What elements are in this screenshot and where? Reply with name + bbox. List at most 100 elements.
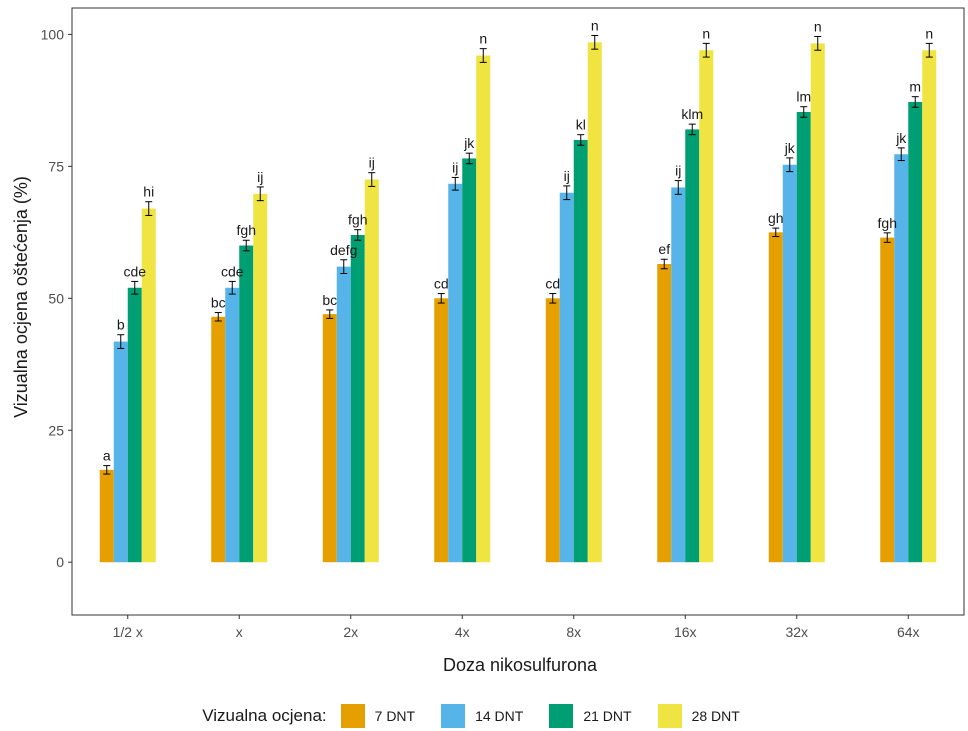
- significance-label: fgh: [348, 212, 367, 228]
- x-tick-label: 16x: [674, 624, 697, 640]
- axes-layer: 0 25 50 75 100 1/2 x x 2x 4x 8x 16x 32x 64x: [41, 7, 965, 640]
- bar: [587, 42, 602, 563]
- significance-label: b: [117, 317, 125, 333]
- bar: [211, 316, 226, 563]
- significance-label: klm: [681, 106, 703, 122]
- legend-label-28-dnt: 28 DNT: [691, 708, 740, 724]
- bar: [239, 245, 254, 563]
- significance-label: cd: [545, 276, 560, 292]
- significance-label: jk: [463, 135, 475, 151]
- bar: [559, 192, 574, 563]
- legend-item-7-dnt: 7 DNT: [340, 704, 416, 728]
- significance-label: n: [702, 25, 710, 41]
- bar: [657, 263, 672, 563]
- significance-label: ij: [564, 168, 570, 184]
- bar: [685, 129, 700, 563]
- bar: [364, 179, 379, 563]
- significance-label: lm: [796, 89, 811, 105]
- legend-item-14-dnt: 14 DNT: [441, 704, 523, 728]
- bar: [322, 314, 337, 563]
- significance-label: cde: [221, 263, 244, 279]
- bars-layer: [99, 42, 937, 563]
- legend-item-21-dnt: 21 DNT: [549, 704, 632, 728]
- significance-label: n: [479, 31, 487, 47]
- significance-label: hi: [143, 184, 154, 200]
- x-tick-label: 8x: [566, 624, 581, 640]
- significance-label: ef: [658, 241, 670, 257]
- bar: [462, 158, 477, 563]
- significance-label: ij: [675, 163, 681, 179]
- bar: [99, 469, 114, 563]
- bar-chart: 0 25 50 75 100 1/2 x x 2x 4x 8x 16x 32x 64x a bc bc cd c…: [11, 7, 965, 675]
- bar: [782, 164, 797, 563]
- significance-label: defg: [330, 242, 357, 258]
- significance-label: bc: [211, 295, 226, 311]
- bar: [127, 287, 142, 563]
- y-tick-label: 25: [48, 422, 64, 438]
- bar: [908, 101, 923, 563]
- x-tick-label: 4x: [455, 624, 470, 640]
- significance-label: ij: [369, 155, 375, 171]
- bar: [141, 208, 156, 563]
- y-tick-label: 50: [48, 290, 64, 306]
- legend-swatch-7-dnt: [340, 704, 365, 728]
- significance-label: jk: [895, 130, 907, 146]
- x-tick-label: 64x: [897, 624, 920, 640]
- x-tick-label: 32x: [785, 624, 808, 640]
- bar: [350, 234, 365, 563]
- bar: [880, 237, 895, 563]
- legend-swatch-14-dnt: [441, 704, 466, 728]
- significance-label: a: [103, 448, 111, 464]
- bar: [922, 50, 937, 563]
- bar: [448, 183, 463, 563]
- significance-label: cde: [123, 263, 146, 279]
- bar: [225, 287, 240, 563]
- legend-item-28-dnt: 28 DNT: [657, 704, 740, 728]
- significance-label: n: [814, 19, 822, 35]
- bar: [796, 111, 811, 563]
- bar: [545, 298, 560, 563]
- y-tick-label: 100: [41, 26, 65, 42]
- x-axis-title: Doza nikosulfurona: [443, 655, 598, 675]
- legend-title: Vizualna ocjena:: [202, 706, 327, 725]
- bar: [434, 298, 449, 563]
- x-tick-label: 1/2 x: [113, 624, 143, 640]
- significance-label: fgh: [878, 215, 897, 231]
- bar: [810, 43, 825, 563]
- legend-label-7-dnt: 7 DNT: [374, 708, 416, 724]
- error-bars-layer: [103, 34, 933, 475]
- bar: [768, 232, 783, 563]
- legend: Vizualna ocjena: 7 DNT 14 DNT 21 DNT 28 …: [0, 704, 968, 728]
- significance-label: gh: [768, 210, 784, 226]
- bar: [671, 187, 686, 563]
- x-tick-label: x: [236, 624, 243, 640]
- plot-panel-border: [71, 7, 965, 616]
- significance-label: ij: [452, 159, 458, 175]
- bar: [113, 341, 128, 563]
- bar: [894, 154, 909, 563]
- bar: [336, 266, 351, 563]
- significance-label: jk: [784, 140, 796, 156]
- x-tick-label: 2x: [343, 624, 358, 640]
- significance-label: n: [925, 25, 933, 41]
- bar: [476, 55, 491, 563]
- legend-swatch-21-dnt: [549, 704, 574, 728]
- bar: [253, 193, 268, 563]
- significance-label: m: [909, 79, 921, 95]
- bar: [573, 139, 588, 563]
- significance-label: ij: [257, 169, 263, 185]
- y-tick-label: 0: [56, 554, 64, 570]
- legend-swatch-28-dnt: [657, 704, 682, 728]
- legend-label-21-dnt: 21 DNT: [583, 708, 632, 724]
- bar: [699, 50, 714, 563]
- significance-label: fgh: [237, 222, 256, 238]
- significance-label: bc: [322, 292, 337, 308]
- significance-label: cd: [434, 276, 449, 292]
- y-axis-title: Vizualna ocjena oštećenja (%): [11, 176, 31, 418]
- legend-label-14-dnt: 14 DNT: [475, 708, 524, 724]
- significance-label: n: [591, 17, 599, 33]
- y-tick-label: 75: [48, 158, 64, 174]
- significance-label: kl: [576, 117, 586, 133]
